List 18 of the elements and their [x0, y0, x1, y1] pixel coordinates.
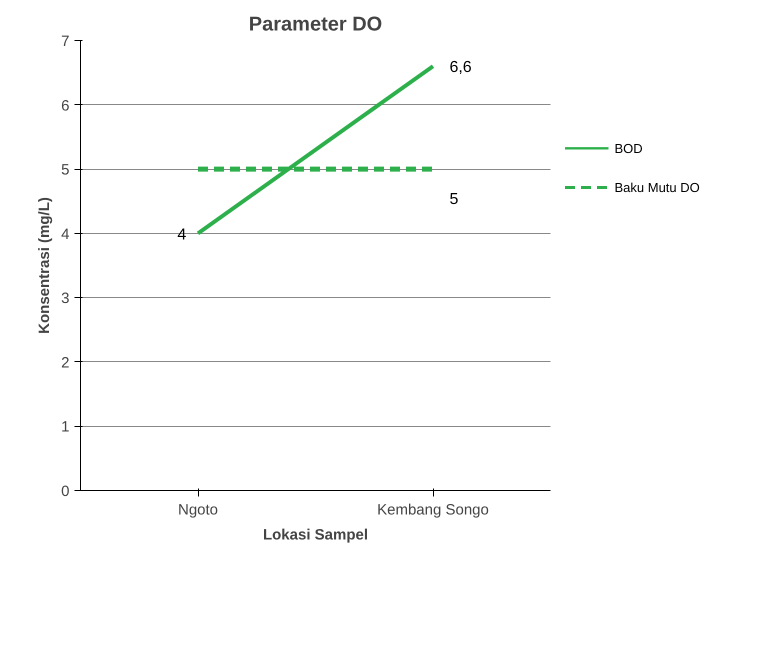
- y-tick-label: 6: [61, 97, 70, 114]
- chart-title: Parameter DO: [248, 14, 382, 36]
- y-axis-title: Konsentrasi (mg/L): [36, 197, 54, 334]
- data-label: 6,6: [449, 59, 472, 76]
- y-tick-label: 7: [61, 33, 70, 50]
- x-tick-label: Kembang Songo: [377, 502, 489, 518]
- y-tick-label: 4: [61, 226, 70, 243]
- y-tick-label: 0: [61, 483, 70, 500]
- y-tick-label: 5: [61, 162, 70, 179]
- data-label: 4: [177, 226, 186, 244]
- legend-label: BOD: [614, 140, 643, 156]
- y-tick-label: 3: [61, 290, 70, 308]
- data-label: 5: [449, 191, 458, 208]
- x-axis-title: Lokasi Sampel: [262, 526, 368, 544]
- x-tick-label: Ngoto: [178, 502, 218, 518]
- legend-label: Baku Mutu DO: [614, 180, 700, 195]
- y-tick-label: 1: [61, 418, 70, 436]
- y-tick-label: 2: [61, 354, 70, 372]
